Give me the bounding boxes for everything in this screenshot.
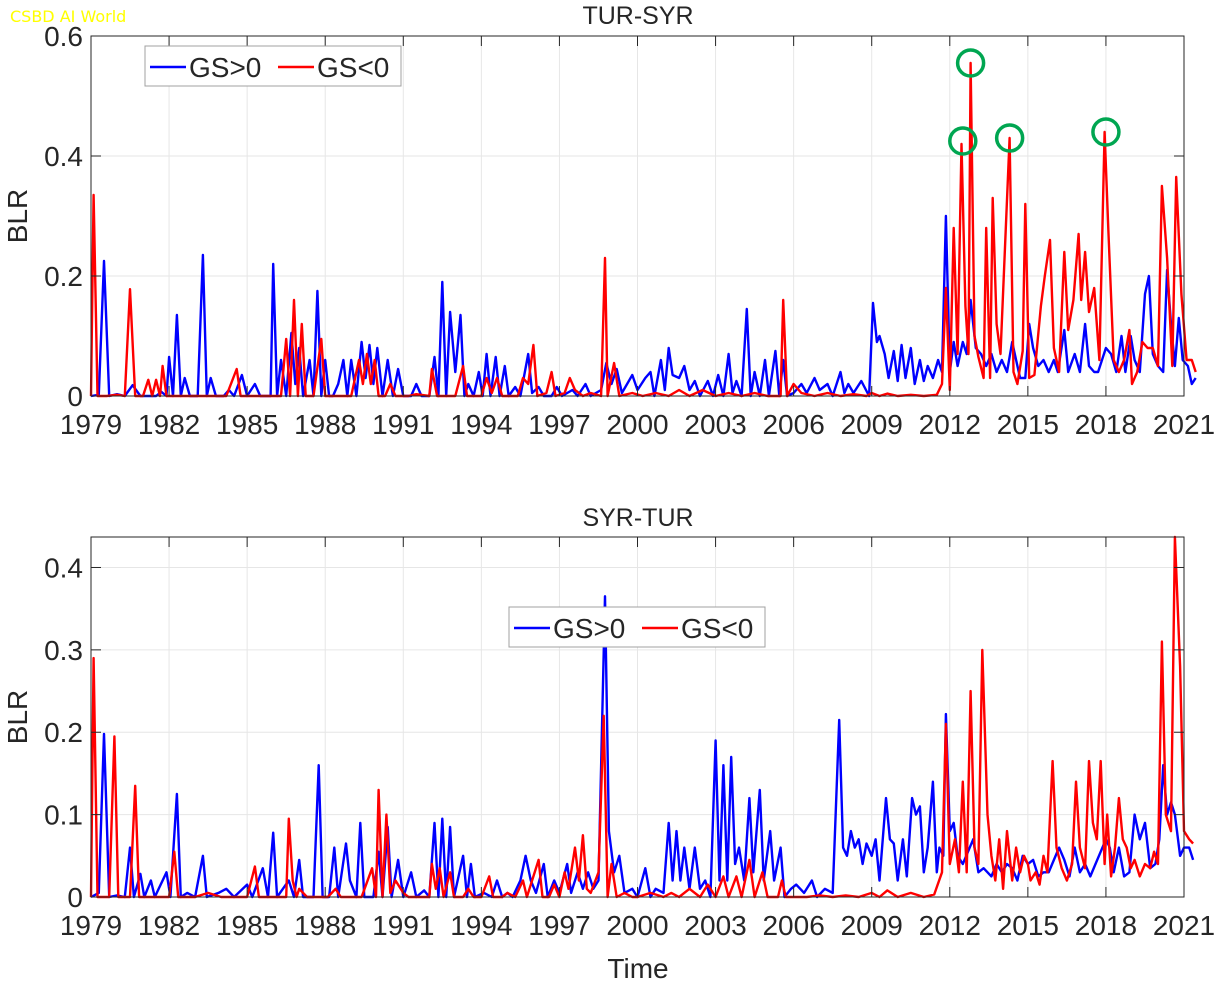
series-lines [89, 535, 1195, 899]
x-tick-label: 1985 [216, 409, 278, 440]
legend: GS>0 GS<0 [508, 606, 766, 648]
y-tick-labels: 0 0.1 0.2 0.3 0.4 [44, 552, 83, 913]
x-tick-label: 1994 [450, 409, 512, 440]
x-axis-label: Time [607, 953, 668, 982]
axes-frame [90, 35, 1185, 397]
panel-tur-syr: TUR-SYR BLR 1979 1982 1985 1988 1991 1994 1997… [2, 2, 1215, 440]
y-tick-label: 0.2 [44, 261, 83, 292]
x-tick-label: 1988 [294, 409, 356, 440]
legend-label-gs-neg: GS<0 [317, 52, 389, 83]
axes-box [90, 35, 1185, 397]
legend-label-gs-neg: GS<0 [681, 613, 753, 644]
y-axis-label: BLR [2, 690, 33, 744]
x-tick-label: 2018 [1075, 409, 1137, 440]
x-tick-label: 2012 [919, 910, 981, 941]
chart-title: SYR-TUR [582, 504, 693, 532]
x-tick-label: 1982 [138, 910, 200, 941]
axes-frame [90, 536, 1185, 898]
y-axis-label: BLR [2, 189, 33, 243]
x-tick-label: 1985 [216, 910, 278, 941]
y-tick-label: 0.3 [44, 635, 83, 666]
y-tick-label: 0.2 [44, 717, 83, 748]
x-tick-label: 2003 [684, 409, 746, 440]
x-tick-label: 2009 [841, 409, 903, 440]
x-tick-label: 1991 [372, 910, 434, 941]
x-tick-label: 1994 [450, 910, 512, 941]
highlight-circle [948, 126, 978, 156]
x-tick-label: 1979 [60, 409, 122, 440]
y-tick-label: 0.6 [44, 21, 83, 52]
x-tick-label: 2006 [762, 910, 824, 941]
annotations [948, 48, 1121, 156]
x-tick-label: 2015 [997, 910, 1059, 941]
x-tick-label: 2018 [1075, 910, 1137, 941]
x-tick-label: 1982 [138, 409, 200, 440]
legend-box [144, 45, 402, 87]
series-line-gs-neg [89, 535, 1194, 899]
x-tick-label: 2000 [606, 910, 668, 941]
y-tick-label: 0 [67, 882, 83, 913]
legend-label-gs-pos: GS>0 [189, 52, 261, 83]
x-tick-label: 2006 [762, 409, 824, 440]
x-tick-label: 1997 [528, 910, 590, 941]
y-tick-label: 0.1 [44, 800, 83, 831]
highlight-circle [994, 123, 1025, 153]
grid [90, 537, 1185, 898]
x-tick-label: 2021 [1153, 910, 1215, 941]
panel-syr-tur: SYR-TUR BLR Time 1979 1982 1985 1988 1991 199… [2, 504, 1215, 982]
x-tick-label: 2021 [1153, 409, 1215, 440]
y-tick-label: 0 [67, 381, 83, 412]
y-tick-labels: 0 0.2 0.4 0.6 [44, 21, 83, 412]
legend: GS>0 GS<0 [144, 45, 402, 87]
y-tick-label: 0.4 [44, 141, 83, 172]
x-tick-label: 2000 [606, 409, 668, 440]
x-tick-label: 2009 [841, 910, 903, 941]
x-tick-label: 1997 [528, 409, 590, 440]
highlight-circle [1091, 117, 1121, 147]
x-tick-label: 2015 [997, 409, 1059, 440]
x-tick-labels: 1979 1982 1985 1988 1991 1994 1997 2000 2003 2006… [60, 409, 1215, 440]
x-tick-label: 2003 [684, 910, 746, 941]
series-lines [89, 61, 1197, 398]
x-tick-label: 1988 [294, 910, 356, 941]
legend-label-gs-pos: GS>0 [553, 613, 625, 644]
highlight-circle [955, 48, 986, 78]
grid [90, 35, 1185, 397]
x-tick-label: 1991 [372, 409, 434, 440]
watermark: CSBD AI World [10, 7, 127, 26]
legend-box [508, 606, 766, 648]
x-tick-labels: 1979 1982 1985 1988 1991 1994 1997 2000 2003 2006… [60, 910, 1215, 941]
axes-box [90, 536, 1185, 898]
series-line-gs-neg [89, 61, 1197, 398]
chart-title: TUR-SYR [582, 2, 693, 30]
y-tick-label: 0.4 [44, 552, 83, 583]
x-tick-label: 2012 [919, 409, 981, 440]
x-tick-label: 1979 [60, 910, 122, 941]
